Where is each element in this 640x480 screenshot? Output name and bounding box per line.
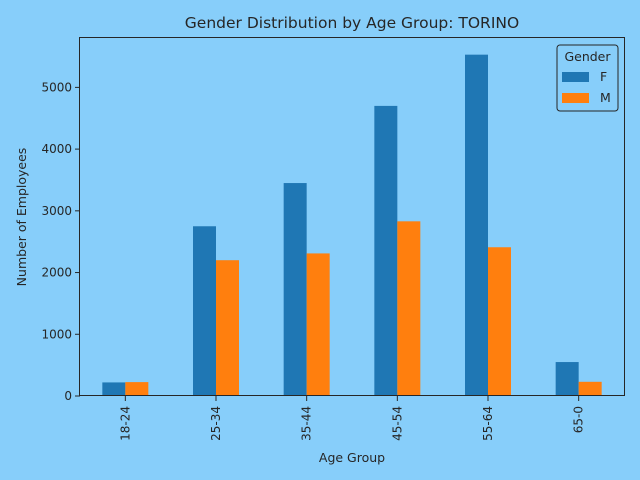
bar-M-55-64 (488, 247, 511, 396)
x-tick-label: 45-54 (390, 406, 404, 441)
bar-F-65-0 (555, 362, 579, 396)
legend-swatch-M (562, 93, 589, 103)
plot-frame (79, 37, 625, 396)
bar-M-45-54 (397, 221, 421, 396)
bar-F-35-44 (283, 183, 307, 396)
bar-M-25-34 (216, 260, 239, 396)
x-tick-label: 55-64 (481, 406, 495, 441)
y-tick-label: 1000 (41, 327, 72, 341)
legend-title: Gender (564, 49, 611, 64)
bar-F-25-34 (193, 226, 216, 396)
x-tick-label: 65-0 (572, 406, 586, 433)
legend-label-M: M (600, 90, 611, 105)
x-axis: 18-24 25-34 35-44 45-54 55-64 65-0 (118, 396, 586, 441)
legend: Gender FM (556, 44, 619, 112)
y-tick-label: 2000 (41, 266, 72, 280)
x-tick-label: 35-44 (300, 406, 314, 441)
x-axis-label: Age Group (319, 450, 385, 465)
legend-label-F: F (600, 69, 607, 84)
legend-swatch-F (562, 72, 589, 82)
y-axis-label: Number of Employees (14, 148, 29, 287)
x-tick-label: 25-34 (209, 406, 223, 441)
bar-F-45-54 (374, 105, 398, 397)
y-tick-label: 0 (64, 389, 72, 403)
bar-M-65-0 (578, 381, 602, 396)
y-tick-label: 4000 (41, 142, 72, 156)
x-tick-label: 18-24 (118, 406, 132, 441)
y-tick-label: 5000 (41, 80, 72, 94)
bar-M-18-24 (125, 382, 149, 396)
bar-F-18-24 (102, 382, 126, 396)
y-axis: 0 1000 2000 3000 4000 5000 (41, 80, 80, 403)
bars-group (102, 54, 602, 397)
chart-title: Gender Distribution by Age Group: TORINO (185, 14, 519, 32)
bar-M-35-44 (306, 253, 330, 396)
y-tick-label: 3000 (41, 204, 72, 218)
bar-F-55-64 (465, 54, 488, 396)
